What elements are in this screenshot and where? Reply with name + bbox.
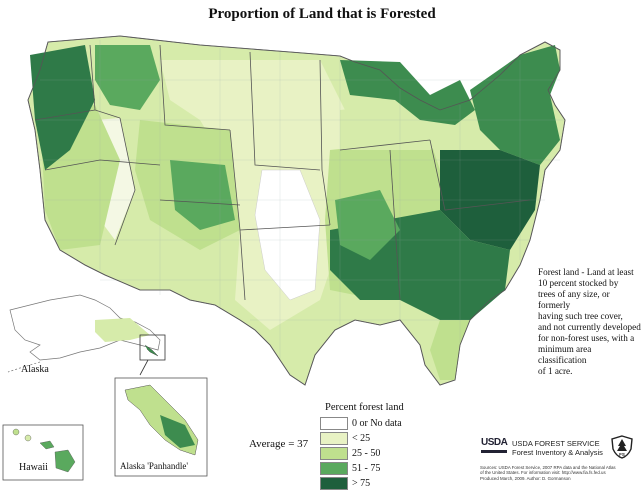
sources-note: Sources: USDA Forest Service, 2007 RPA d… <box>480 465 642 481</box>
alaska-label: Alaska <box>21 364 49 375</box>
legend-swatch <box>320 431 348 445</box>
agency-name: USDA FOREST SERVICE <box>512 439 600 448</box>
note-line: and not currently developed <box>538 322 641 332</box>
hawaii-label: Hawaii <box>19 462 48 473</box>
agency-program: Forest Inventory & Analysis <box>512 448 603 457</box>
hawaii-island-big <box>54 449 76 473</box>
legend: 0 or No data < 25 25 - 50 51 - 75 > 75 <box>320 416 402 491</box>
agency-block: USDA FOREST SERVICE Forest Inventory & A… <box>512 439 603 457</box>
sources-line: of the United States. For information vi… <box>480 470 606 476</box>
legend-swatch <box>320 461 348 475</box>
pacific-northwest-forest <box>30 45 95 170</box>
aleutian-islands <box>7 361 41 373</box>
sources-line: Sources: USDA Forest Service, 2007 RPA d… <box>480 465 616 470</box>
hawaii-island-maui <box>39 440 55 450</box>
legend-label: 51 - 75 <box>352 462 381 474</box>
legend-title: Percent forest land <box>325 402 404 413</box>
legend-label: 0 or No data <box>352 417 402 429</box>
legend-item: 25 - 50 <box>320 446 402 460</box>
legend-item: 0 or No data <box>320 416 402 430</box>
usda-logo: USDA <box>481 437 508 455</box>
legend-item: < 25 <box>320 431 402 445</box>
county-grid <box>35 40 565 360</box>
state-borders <box>27 35 566 386</box>
sources-line: Produced March, 2009. Author: D. Gormans… <box>480 475 571 481</box>
legend-label: 25 - 50 <box>352 447 381 459</box>
colorado-forest <box>170 160 235 230</box>
northeast-forest <box>470 45 560 165</box>
map-title: Proportion of Land that is Forested <box>208 6 436 22</box>
note-line: trees of any size, or formerly <box>538 289 610 310</box>
legend-label: < 25 <box>352 432 371 444</box>
legend-swatch <box>320 446 348 460</box>
average-label: Average = 37 <box>249 438 309 450</box>
panhandle-callout-marks <box>144 344 159 357</box>
ozark-forest <box>335 190 400 260</box>
legend-label: > 75 <box>352 477 371 489</box>
legend-swatch <box>320 416 348 430</box>
legend-item: 51 - 75 <box>320 461 402 475</box>
panhandle-callout-line <box>139 359 149 376</box>
panhandle-forest <box>160 415 195 448</box>
note-line: minimum area classification <box>538 344 592 365</box>
note-line: Forest land - Land at least <box>538 267 634 277</box>
usda-logo-text: USDA <box>481 437 508 448</box>
note-line: having such tree cover, <box>538 311 623 321</box>
panhandle-label: Alaska 'Panhandle' <box>120 461 188 471</box>
hawaii-island-oahu <box>24 434 32 442</box>
note-line: 10 percent stocked by <box>538 278 619 288</box>
note-line: of 1 acre. <box>538 366 573 376</box>
shield-text: FS <box>619 452 625 457</box>
alaska-forest-patch <box>95 318 150 342</box>
northern-rockies-forest <box>95 45 160 110</box>
note-line: for non-forest uses, with a <box>538 333 635 343</box>
no-data-plains <box>254 169 321 301</box>
forest-service-shield-icon: FS <box>611 435 633 459</box>
forest-definition-note: Forest land - Land at least 10 percent s… <box>538 267 642 377</box>
panhandle-callout-box <box>139 334 166 361</box>
hawaii-island-kauai <box>12 428 20 436</box>
